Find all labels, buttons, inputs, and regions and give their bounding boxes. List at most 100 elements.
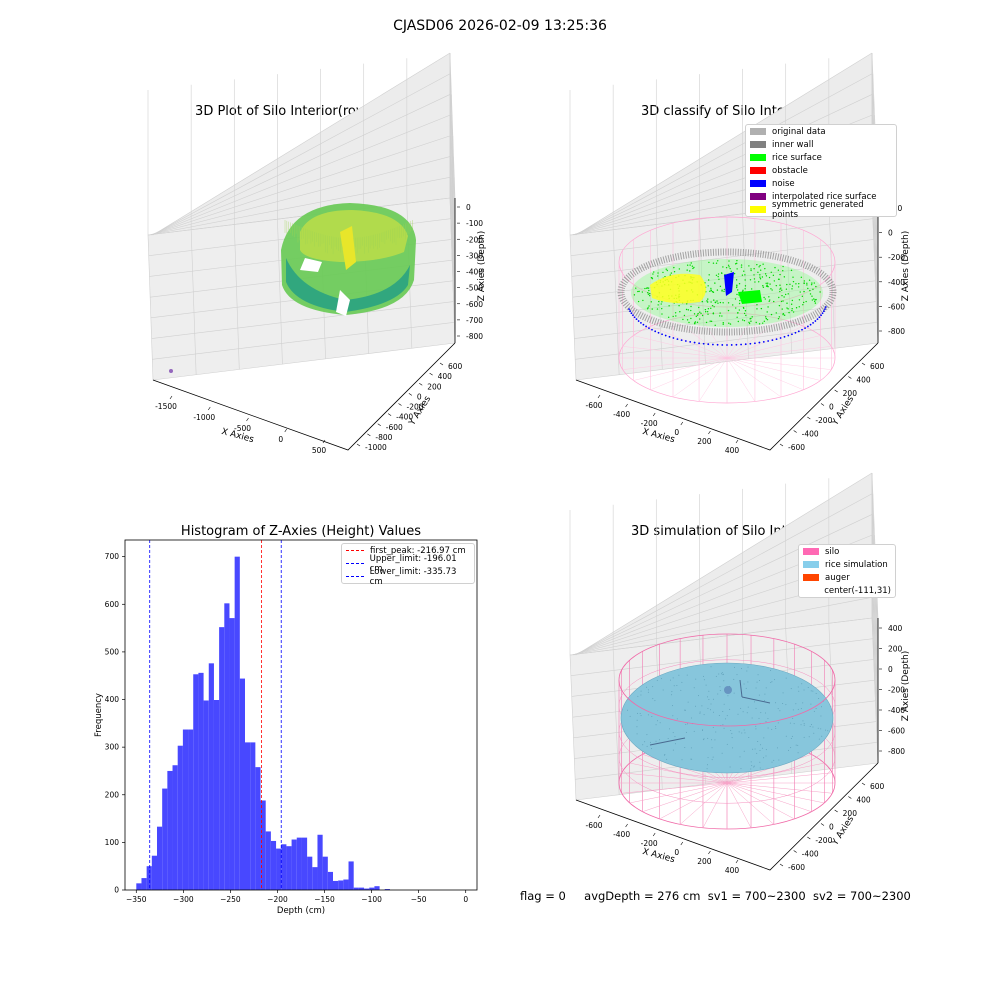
noise-point xyxy=(651,328,653,331)
rice-surface-point xyxy=(712,291,715,293)
legend-label: original data xyxy=(772,126,826,137)
legend-line-swatch xyxy=(346,563,364,564)
rice-surface-point xyxy=(712,262,715,264)
histogram-bar xyxy=(317,834,323,890)
rice-surface-point xyxy=(679,311,681,313)
rice-mesh-node xyxy=(646,686,648,688)
z-tick-label: -200 xyxy=(888,686,905,695)
rice-surface-point xyxy=(712,313,714,315)
x-axis-label: X Axies xyxy=(641,847,676,865)
silo-wire-spoke xyxy=(726,346,832,359)
silo-mesh-spoke xyxy=(642,782,728,812)
rice-mesh-node xyxy=(758,717,760,719)
legend-swatch xyxy=(750,167,766,174)
rice-surface-point xyxy=(741,274,744,276)
rice-mesh-node xyxy=(636,726,638,728)
rice-surface-point xyxy=(736,293,738,296)
noise-point xyxy=(628,308,630,311)
legend-swatch xyxy=(750,141,766,148)
histogram-bar xyxy=(291,839,297,890)
grid-line xyxy=(785,208,793,354)
rice-surface-point xyxy=(696,321,699,324)
histogram-bar xyxy=(224,603,230,890)
rice-mesh-node xyxy=(747,706,749,708)
rice-surface-point xyxy=(779,290,781,293)
rice-surface-point xyxy=(798,306,800,308)
noise-point xyxy=(676,338,679,340)
raw-auger-shadow xyxy=(340,226,356,270)
rice-surface-point xyxy=(763,296,765,299)
rice-surface-point xyxy=(717,302,719,304)
rice-surface-point xyxy=(758,323,761,325)
grid-line xyxy=(574,94,873,236)
rice-surface-point xyxy=(778,304,781,307)
y-tick-label: 0 xyxy=(829,403,834,412)
rice-surface-point xyxy=(759,278,762,280)
rice-surface-point xyxy=(783,296,785,298)
rice-surface-point xyxy=(732,304,734,306)
rice-surface-point xyxy=(729,267,731,270)
z-tick-label: -700 xyxy=(466,316,483,325)
x-tick xyxy=(652,832,656,837)
rice-surface-point xyxy=(759,264,761,267)
legend-label: obstacle xyxy=(772,165,808,176)
histogram-bar xyxy=(322,856,328,890)
rice-surface-point xyxy=(718,315,721,317)
y-axis-label: Y Axies xyxy=(830,814,856,848)
rice-surface-point xyxy=(694,321,697,323)
rice-surface-point xyxy=(743,319,746,322)
rice-mesh-node xyxy=(770,669,772,671)
rice-mesh-node xyxy=(655,724,657,726)
rice-surface-point xyxy=(771,289,773,291)
rice-surface-point xyxy=(728,260,730,262)
rice-surface-point xyxy=(769,283,771,285)
silo-wire-spoke xyxy=(726,325,804,359)
rice-surface-point xyxy=(722,322,724,324)
rice-mesh-node xyxy=(751,717,753,719)
rice-surface-point xyxy=(686,303,688,305)
rice-surface-point xyxy=(660,303,662,305)
rice-surface-point xyxy=(761,322,764,324)
rice-mesh-node xyxy=(646,734,648,736)
rice-surface-point xyxy=(673,266,675,269)
grid-line xyxy=(569,617,873,656)
rice-surface-point xyxy=(801,295,804,298)
rice-mesh-node xyxy=(707,737,709,739)
y-tick-label: -600 xyxy=(788,443,805,452)
rice-surface-point xyxy=(727,309,730,312)
grid-line xyxy=(147,197,451,236)
rice-surface-point xyxy=(721,289,723,291)
rice-mesh-node xyxy=(699,711,701,713)
rice-surface-point xyxy=(734,298,737,300)
noise-point xyxy=(684,340,687,342)
x-tick-label: −150 xyxy=(314,895,335,904)
rice-surface-point xyxy=(786,302,788,304)
rice-surface-point xyxy=(647,293,650,295)
rice-surface-point xyxy=(710,289,713,292)
symmetric-points xyxy=(650,273,706,304)
y-tick xyxy=(779,863,784,867)
noise-point xyxy=(721,344,724,346)
rice-mesh-node xyxy=(691,758,693,760)
rice-mesh-node xyxy=(777,708,779,710)
auger-head xyxy=(724,686,732,694)
rice-surface-point xyxy=(767,306,769,308)
rice-surface-point xyxy=(750,269,752,272)
rice-mesh-node xyxy=(721,752,723,754)
noise-point xyxy=(791,333,793,336)
histogram-bar xyxy=(353,887,359,890)
y-tick-label: -800 xyxy=(375,433,392,442)
grid-line xyxy=(150,135,451,236)
rice-mesh-node xyxy=(672,732,674,734)
x-tick xyxy=(208,406,211,411)
grid-line xyxy=(612,649,620,795)
rice-mesh-node xyxy=(678,674,680,676)
rice-surface-point xyxy=(768,276,771,279)
rice-surface-point xyxy=(707,279,710,281)
histogram-bar xyxy=(208,663,214,890)
rice-mesh-node xyxy=(815,692,817,694)
rice-mesh-node xyxy=(695,678,697,680)
grid-line xyxy=(574,514,873,656)
rice-surface-point xyxy=(786,307,788,309)
rice-surface-point xyxy=(744,285,747,287)
